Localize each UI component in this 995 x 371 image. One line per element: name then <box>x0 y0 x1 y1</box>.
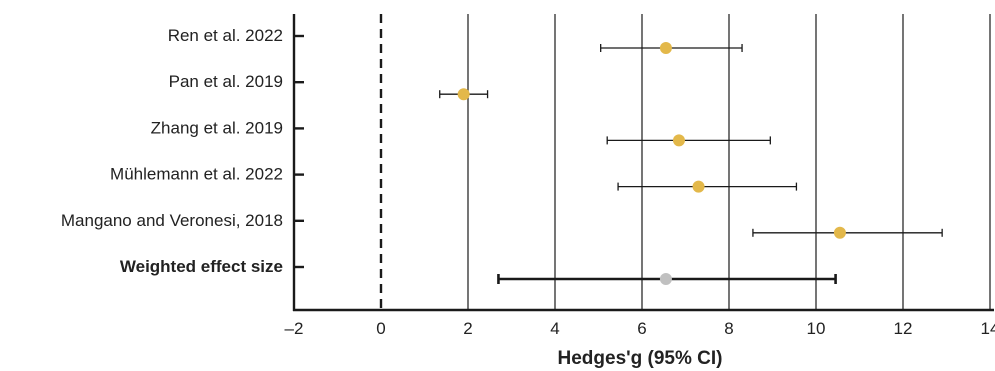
x-tick-labels: –2 0 2 4 6 8 10 12 14 <box>285 319 995 338</box>
x-tick-label: 2 <box>463 319 472 338</box>
study-row: Zhang et al. 2019 <box>151 118 771 147</box>
x-tick-label: 0 <box>376 319 385 338</box>
x-tick-label: 4 <box>550 319 559 338</box>
x-tick-label: 12 <box>894 319 913 338</box>
x-tick-label: 6 <box>637 319 646 338</box>
study-label: Ren et al. 2022 <box>168 26 283 45</box>
x-tick-label: 10 <box>807 319 826 338</box>
effect-point <box>659 42 672 54</box>
x-tick-label: 8 <box>724 319 733 338</box>
study-label: Mühlemann et al. 2022 <box>110 165 283 184</box>
x-axis-title: Hedges'g (95% CI) <box>558 348 723 369</box>
study-row: Mangano and Veronesi, 2018 <box>61 211 943 239</box>
x-tick-label: –2 <box>285 319 304 338</box>
grid-lines <box>467 14 991 310</box>
study-label: Zhang et al. 2019 <box>151 118 283 137</box>
study-row: Pan et al. 2019 <box>169 72 489 101</box>
effect-point <box>833 226 846 239</box>
x-tick-label: 14 <box>981 319 995 338</box>
study-row: Mühlemann et al. 2022 <box>110 165 798 193</box>
study-rows: Ren et al. 2022 Pan et al. 2019 Zhang et a… <box>61 26 943 285</box>
study-label: Pan et al. 2019 <box>169 72 283 91</box>
study-label: Weighted effect size <box>120 257 283 276</box>
effect-point <box>692 180 705 193</box>
study-row: Ren et al. 2022 <box>168 26 743 54</box>
axes <box>292 14 994 312</box>
effect-point <box>672 134 685 147</box>
study-label: Mangano and Veronesi, 2018 <box>61 211 283 230</box>
study-row: Weighted effect size <box>120 257 837 285</box>
effect-point <box>659 273 672 285</box>
effect-point <box>457 88 470 101</box>
